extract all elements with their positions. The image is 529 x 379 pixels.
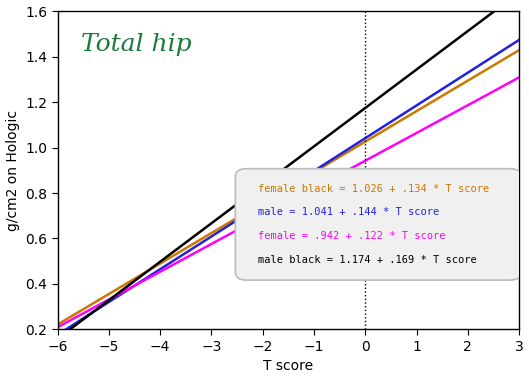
Text: male black = 1.174 + .169 * T score: male black = 1.174 + .169 * T score [258,255,477,265]
Y-axis label: g/cm2 on Hologic: g/cm2 on Hologic [6,110,20,231]
Text: female = .942 + .122 * T score: female = .942 + .122 * T score [258,231,446,241]
Text: Total hip: Total hip [81,33,191,56]
Text: male = 1.041 + .144 * T score: male = 1.041 + .144 * T score [258,207,440,218]
X-axis label: T score: T score [263,359,313,373]
Text: female black = 1.026 + .134 * T score: female black = 1.026 + .134 * T score [258,183,490,194]
FancyBboxPatch shape [235,169,522,280]
